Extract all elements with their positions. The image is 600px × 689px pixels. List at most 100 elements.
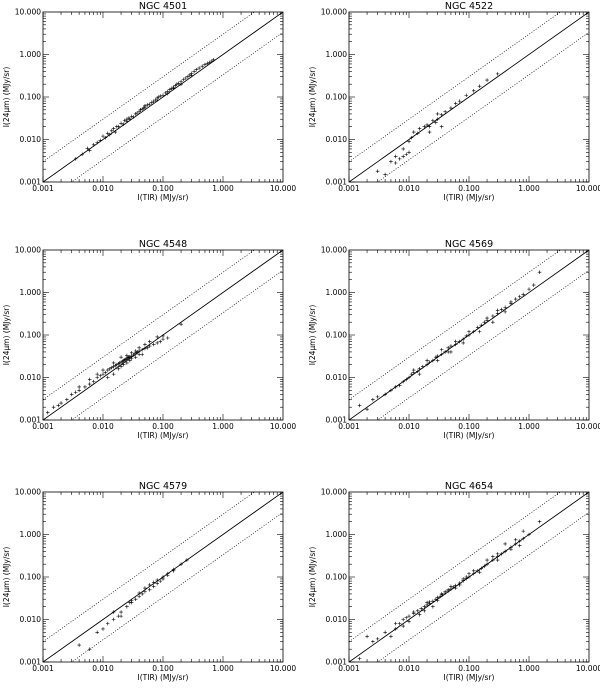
data-point (383, 392, 387, 397)
data-point (189, 73, 194, 78)
data-point (513, 297, 518, 301)
x-tick-label: 10.000 (576, 664, 600, 673)
data-point (401, 154, 405, 159)
data-point (407, 619, 411, 624)
data-point (375, 169, 380, 173)
data-point (73, 157, 78, 161)
y-tick-label: 0.100 (326, 93, 348, 102)
data-point (119, 614, 123, 618)
data-point (171, 568, 176, 573)
data-point (98, 373, 103, 378)
x-tick-label: 0.001 (32, 184, 54, 193)
data-point (477, 84, 482, 88)
data-point (435, 117, 440, 122)
data-point (80, 152, 84, 157)
data-point (95, 372, 99, 376)
data-point (393, 161, 398, 165)
panel-title: NGC 4569 (445, 239, 493, 250)
data-point (464, 93, 469, 98)
x-tick-label: 0.010 (398, 422, 420, 431)
data-point (439, 352, 444, 357)
data-point (95, 630, 99, 635)
y-axis-label: I(24μm) (MJy/sr) (308, 547, 317, 608)
data-point (186, 74, 190, 79)
data-point (200, 64, 204, 69)
y-tick-label: 0.010 (326, 373, 348, 382)
data-point (431, 599, 435, 603)
x-tick-label: 1.000 (212, 184, 234, 193)
data-point (207, 60, 212, 65)
data-point (77, 388, 81, 393)
data-point (375, 637, 380, 641)
data-point (425, 600, 429, 605)
dotted-offset-line (349, 492, 561, 643)
data-point (111, 126, 116, 131)
data-point (365, 407, 369, 411)
x-tick-label: 0.100 (458, 664, 480, 673)
data-point (517, 294, 522, 299)
data-point (181, 77, 186, 82)
data-point (443, 589, 447, 594)
y-tick-label: 0.100 (326, 331, 348, 340)
x-tick-label: 1.000 (518, 184, 540, 193)
y-tick-label: 0.010 (20, 373, 42, 382)
data-point (140, 592, 144, 596)
data-point (393, 385, 398, 389)
data-point (111, 372, 116, 376)
data-point (188, 73, 192, 77)
reference-lines (43, 12, 283, 182)
data-point (417, 612, 422, 617)
data-point (409, 135, 414, 140)
data-point (393, 154, 398, 159)
data-point (397, 621, 402, 626)
data-point (87, 377, 92, 382)
data-point (108, 132, 112, 137)
data-point (499, 307, 504, 312)
data-point (143, 342, 147, 347)
data-point (109, 129, 114, 133)
data-point (427, 360, 432, 364)
data-point (513, 538, 518, 542)
data-points (357, 270, 542, 411)
data-point (101, 368, 105, 372)
data-point (129, 351, 134, 355)
x-tick-label: 0.100 (152, 184, 174, 193)
y-tick-label: 10.000 (15, 488, 41, 497)
data-point (415, 369, 420, 374)
data-point (443, 350, 447, 354)
data-point (357, 656, 362, 661)
data-point (205, 61, 210, 66)
data-point (151, 580, 156, 585)
data-point (133, 355, 138, 360)
data-point (467, 329, 471, 334)
data-point (435, 598, 440, 603)
data-point (485, 562, 489, 567)
data-point (491, 558, 495, 562)
data-point (464, 334, 469, 338)
data-point (537, 519, 542, 524)
data-point (407, 150, 411, 155)
data-point (461, 341, 465, 345)
data-point (165, 336, 170, 340)
data-point (421, 364, 425, 369)
data-point (417, 367, 422, 371)
data-point (131, 115, 136, 119)
data-point (407, 614, 411, 618)
data-point (439, 347, 444, 352)
data-point (491, 320, 495, 325)
data-point (485, 558, 489, 562)
data-point (165, 573, 170, 578)
data-point (113, 130, 118, 134)
data-point (179, 562, 183, 567)
data-point (407, 375, 411, 380)
data-point (116, 367, 121, 371)
x-tick-label: 0.001 (338, 422, 360, 431)
data-point (137, 345, 141, 350)
data-point (111, 617, 116, 622)
data-point (121, 122, 126, 126)
data-point (491, 314, 495, 318)
dotted-offset-line (43, 492, 255, 643)
x-axis-label: I(TIR) (MJy/sr) (138, 673, 189, 682)
data-point (389, 634, 393, 639)
data-point (453, 101, 458, 106)
